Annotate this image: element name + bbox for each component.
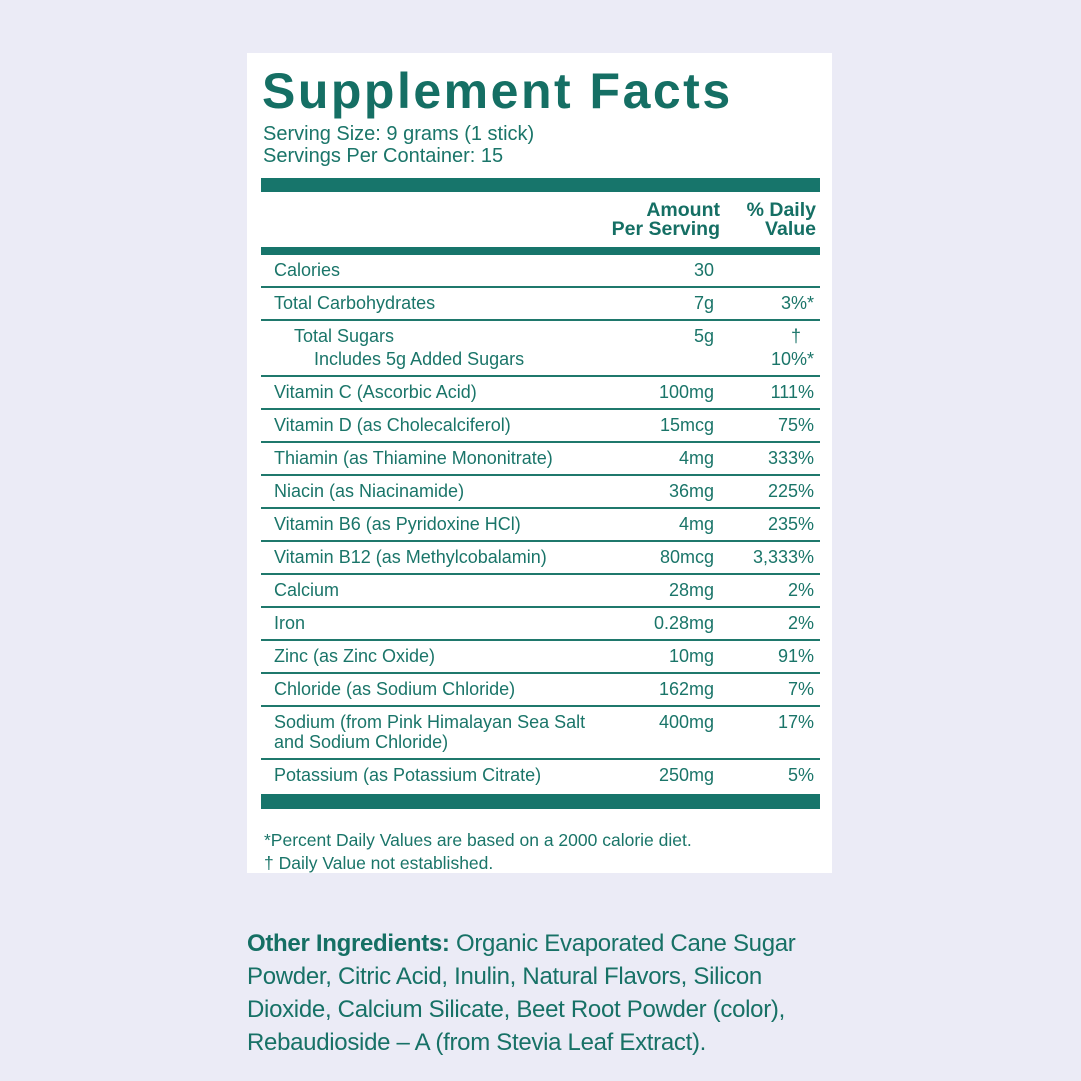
nutrient-label: Calcium xyxy=(274,580,340,600)
table-row: Sodium (from Pink Himalayan Sea Salt and… xyxy=(261,707,820,760)
table-row-line: Total Sugars 5g † xyxy=(261,326,820,346)
nutrient-label: Total Sugars xyxy=(294,326,395,346)
table-row: Thiamin (as Thiamine Mononitrate) 4mg 333% xyxy=(261,443,820,476)
table-row: Calories 30 xyxy=(261,255,820,288)
nutrient-amount: 7g xyxy=(693,293,714,313)
separator-bar-header xyxy=(261,247,820,255)
nutrient-label: Potassium (as Potassium Citrate) xyxy=(274,765,542,785)
table-row-line: Vitamin B12 (as Methylcobalamin) 80mcg 3,3… xyxy=(261,547,820,567)
table-row: Chloride (as Sodium Chloride) 162mg 7% xyxy=(261,674,820,707)
nutrient-daily-value: 91% xyxy=(777,646,814,666)
table-row: Vitamin C (Ascorbic Acid) 100mg 111% xyxy=(261,377,820,410)
table-row: Total Sugars 5g † Includes 5g Added Sugars 1… xyxy=(261,321,820,377)
footnotes: *Percent Daily Values are based on a 200… xyxy=(261,829,820,875)
nutrient-label: Thiamin (as Thiamine Mononitrate) xyxy=(274,448,553,468)
nutrient-label: Niacin (as Niacinamide) xyxy=(274,481,465,501)
nutrient-amount: 250mg xyxy=(658,765,714,785)
nutrient-label: Includes 5g Added Sugars xyxy=(314,349,525,369)
table-row: Potassium (as Potassium Citrate) 250mg 5% xyxy=(261,760,820,791)
table-row-line: Vitamin C (Ascorbic Acid) 100mg 111% xyxy=(261,382,820,402)
header-spacer xyxy=(261,201,600,239)
serving-info: Serving Size: 9 grams (1 stick) Servings… xyxy=(261,123,820,167)
serving-size: Serving Size: 9 grams (1 stick) xyxy=(263,123,535,145)
nutrient-amount: 30 xyxy=(693,260,714,280)
nutrient-amount: 80mcg xyxy=(659,547,714,567)
nutrient-amount: 0.28mg xyxy=(653,613,714,633)
nutrient-amount: 15mcg xyxy=(659,415,714,435)
table-row: Vitamin D (as Cholecalciferol) 15mcg 75% xyxy=(261,410,820,443)
panel-title: Supplement Facts xyxy=(262,63,733,119)
table-row: Vitamin B12 (as Methylcobalamin) 80mcg 3,3… xyxy=(261,542,820,575)
table-row-line: Thiamin (as Thiamine Mononitrate) 4mg 333% xyxy=(261,448,820,468)
nutrient-daily-value: 225% xyxy=(767,481,814,501)
amount-per-serving-header: Amount Per Serving xyxy=(611,199,720,240)
nutrient-daily-value: 17% xyxy=(777,712,814,732)
nutrient-label: Calories xyxy=(274,260,341,280)
nutrient-amount: 28mg xyxy=(668,580,714,600)
table-row: Vitamin B6 (as Pyridoxine HCl) 4mg 235% xyxy=(261,509,820,542)
nutrient-daily-value: 2% xyxy=(787,580,814,600)
supplement-facts-panel: Supplement Facts Serving Size: 9 grams (… xyxy=(247,53,832,873)
nutrient-daily-value: 3,333% xyxy=(752,547,814,567)
nutrient-amount: 400mg xyxy=(658,712,714,732)
nutrient-label: Iron xyxy=(274,613,306,633)
nutrient-daily-value: 7% xyxy=(787,679,814,699)
table-row: Niacin (as Niacinamide) 36mg 225% xyxy=(261,476,820,509)
nutrient-daily-value: 3%* xyxy=(780,293,814,313)
table-row-line: Sodium (from Pink Himalayan Sea Salt and… xyxy=(261,712,820,752)
nutrient-amount: 4mg xyxy=(678,514,714,534)
nutrient-label: Sodium (from Pink Himalayan Sea Salt and… xyxy=(274,712,586,752)
nutrient-daily-value: 5% xyxy=(787,765,814,785)
separator-bar-bottom xyxy=(261,794,820,809)
table-row-line: Total Carbohydrates 7g 3%* xyxy=(261,293,820,313)
table-row-line: Zinc (as Zinc Oxide) 10mg 91% xyxy=(261,646,820,666)
nutrient-label: Zinc (as Zinc Oxide) xyxy=(274,646,436,666)
footnote-dagger: † Daily Value not established. xyxy=(264,853,494,873)
nutrient-label: Vitamin B6 (as Pyridoxine HCl) xyxy=(274,514,521,534)
other-ingredients-text: Organic Evaporated Cane Sugar Powder, Ci… xyxy=(247,930,796,1056)
table-row-line: Vitamin B6 (as Pyridoxine HCl) 4mg 235% xyxy=(261,514,820,534)
table-row: Total Carbohydrates 7g 3%* xyxy=(261,288,820,321)
table-row-line: Calories 30 xyxy=(261,260,820,280)
nutrient-amount: 4mg xyxy=(678,448,714,468)
nutrient-label: Vitamin B12 (as Methylcobalamin) xyxy=(274,547,547,567)
servings-per-container: Servings Per Container: 15 xyxy=(263,145,504,167)
table-row: Calcium 28mg 2% xyxy=(261,575,820,608)
nutrient-daily-value: 75% xyxy=(777,415,814,435)
table-header: Amount Per Serving % Daily Value xyxy=(261,192,820,239)
nutrient-daily-value: 10%* xyxy=(770,349,814,369)
nutrient-amount: 100mg xyxy=(658,382,714,402)
nutrient-daily-value: † xyxy=(790,326,801,346)
nutrient-amount: 36mg xyxy=(668,481,714,501)
nutrient-amount: 5g xyxy=(693,326,714,346)
nutrient-label: Vitamin C (Ascorbic Acid) xyxy=(274,382,477,402)
nutrient-amount: 162mg xyxy=(658,679,714,699)
table-row-line: Potassium (as Potassium Citrate) 250mg 5% xyxy=(261,765,820,785)
nutrient-daily-value: 235% xyxy=(767,514,814,534)
table-row: Iron 0.28mg 2% xyxy=(261,608,820,641)
separator-bar-top xyxy=(261,178,820,192)
nutrient-label: Vitamin D (as Cholecalciferol) xyxy=(274,415,511,435)
nutrient-amount: 10mg xyxy=(668,646,714,666)
footnote-daily-values: *Percent Daily Values are based on a 200… xyxy=(264,830,692,850)
nutrient-label: Chloride (as Sodium Chloride) xyxy=(274,679,516,699)
nutrient-table: Calories 30 Total Carbohydrates 7g 3%* Total … xyxy=(261,255,820,791)
table-row-line: Niacin (as Niacinamide) 36mg 225% xyxy=(261,481,820,501)
other-ingredients: Other Ingredients: Organic Evaporated Ca… xyxy=(247,927,847,1059)
nutrient-daily-value: 333% xyxy=(767,448,814,468)
nutrient-daily-value: 111% xyxy=(770,382,814,402)
table-row-line: Iron 0.28mg 2% xyxy=(261,613,820,633)
percent-daily-value-header: % Daily Value xyxy=(746,199,816,240)
table-row-line: Chloride (as Sodium Chloride) 162mg 7% xyxy=(261,679,820,699)
nutrient-label: Total Carbohydrates xyxy=(274,293,436,313)
table-row-line: Includes 5g Added Sugars 10%* xyxy=(261,349,820,369)
table-row: Zinc (as Zinc Oxide) 10mg 91% xyxy=(261,641,820,674)
table-row-line: Vitamin D (as Cholecalciferol) 15mcg 75% xyxy=(261,415,820,435)
nutrient-daily-value: 2% xyxy=(787,613,814,633)
other-ingredients-heading: Other Ingredients: xyxy=(247,930,450,957)
table-row-line: Calcium 28mg 2% xyxy=(261,580,820,600)
